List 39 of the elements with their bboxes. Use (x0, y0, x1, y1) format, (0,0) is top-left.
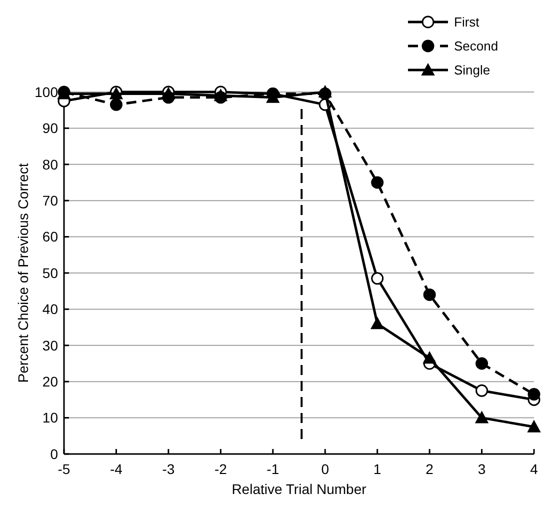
point (370, 317, 384, 330)
point (476, 357, 488, 370)
x-tick-label: 1 (373, 461, 382, 477)
x-tick-label: -2 (214, 461, 228, 477)
point (475, 411, 488, 424)
y-tick-label: 90 (42, 120, 58, 136)
legend-label: Second (454, 38, 498, 54)
y-tick-label: 40 (42, 301, 58, 318)
point (423, 288, 436, 301)
point (528, 420, 540, 432)
x-tick-label: -4 (110, 461, 123, 477)
y-tick-label: 30 (42, 337, 58, 354)
y-tick-label: 10 (42, 410, 58, 426)
y-axis-title: Percent Choice of Previous Correct (15, 163, 31, 383)
legend-label: First (454, 14, 480, 30)
point (476, 384, 488, 397)
y-tick-label: 80 (42, 156, 58, 172)
x-tick-label: -3 (162, 461, 175, 477)
point (423, 352, 436, 364)
point (110, 98, 122, 111)
point (371, 176, 384, 189)
x-tick-label: -1 (266, 461, 280, 477)
x-tick-label: -5 (58, 461, 70, 477)
x-tick-label: 0 (321, 461, 330, 477)
x-tick-label: 2 (426, 461, 434, 477)
point (318, 86, 332, 98)
y-tick-label: 70 (42, 192, 58, 208)
x-tick-label: 3 (478, 461, 486, 477)
y-tick-label: 20 (42, 374, 58, 390)
x-tick-label: 4 (530, 461, 538, 477)
y-tick-label: 100 (34, 84, 58, 100)
point (371, 272, 384, 285)
x-axis-title: Relative Trial Number (232, 481, 367, 497)
y-tick-label: 0 (50, 446, 58, 462)
y-tick-label: 50 (42, 264, 58, 281)
y-tick-label: 60 (42, 228, 58, 245)
point (528, 388, 540, 401)
legend-label: Single (454, 62, 490, 78)
point (214, 89, 228, 102)
